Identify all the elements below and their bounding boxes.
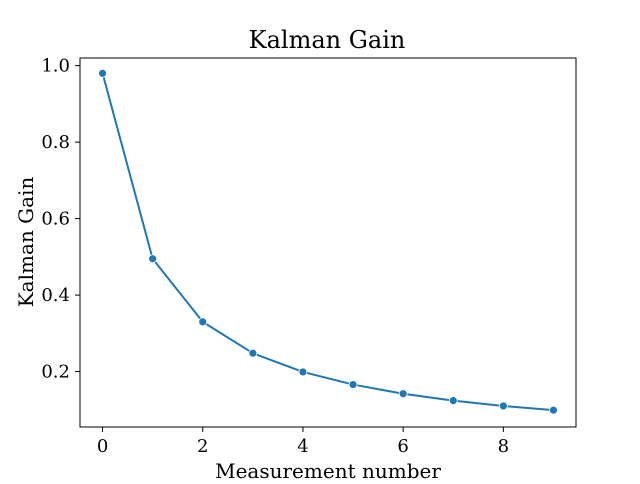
data-point (549, 405, 558, 415)
data-point (498, 401, 508, 411)
series-line (101, 73, 554, 412)
y-tick-label: 0.2 (41, 362, 70, 383)
data-point (148, 254, 158, 264)
x-tick-label: 2 (197, 436, 208, 457)
data-point (98, 68, 107, 78)
plot-area: 0 2 4 6 8 0.2 0.4 0.6 0.8 1.0 (41, 56, 577, 457)
y-tick-label: 1.0 (41, 56, 70, 77)
x-axis: 0 2 4 6 8 (97, 427, 509, 457)
data-point (198, 317, 208, 327)
chart-title: Kalman Gain (249, 26, 406, 54)
x-tick-label: 6 (397, 436, 408, 457)
plot-frame (79, 57, 577, 428)
y-tick-label: 0.4 (41, 285, 70, 306)
x-tick-label: 8 (498, 436, 509, 457)
y-tick-label: 0.8 (41, 132, 70, 153)
y-axis-label: Kalman Gain (14, 177, 38, 308)
data-point (448, 396, 458, 406)
data-point (348, 380, 358, 389)
data-point (298, 367, 308, 377)
x-tick-label: 4 (297, 436, 308, 457)
x-tick-label: 0 (97, 436, 108, 457)
series-kalman-gain (98, 68, 558, 415)
y-axis: 0.2 0.4 0.6 0.8 1.0 (41, 56, 80, 383)
y-tick-label: 0.6 (41, 209, 70, 230)
data-point (398, 389, 408, 399)
x-axis-label: Measurement number (215, 459, 441, 480)
data-point (248, 348, 258, 358)
